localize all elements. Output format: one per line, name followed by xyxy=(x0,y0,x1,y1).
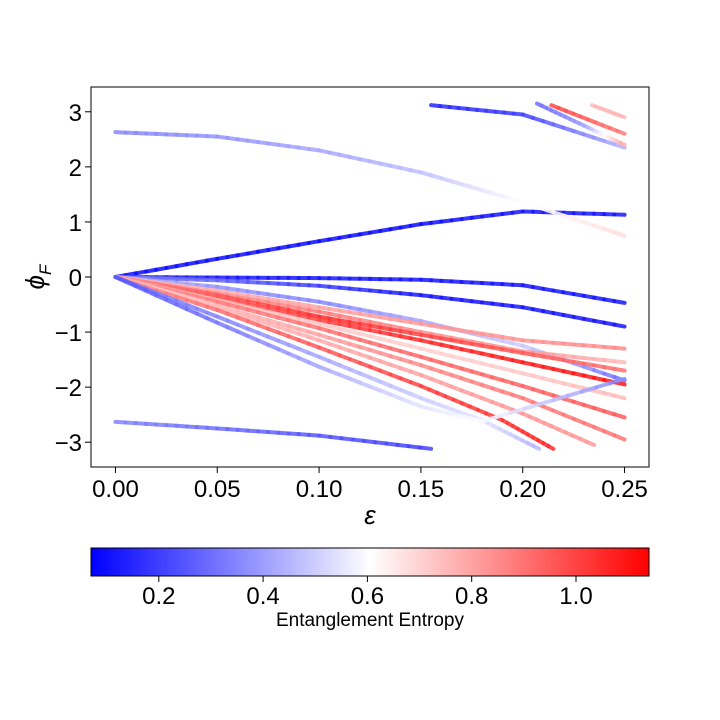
x-axis: 0.00 0.05 0.10 0.15 0.20 0.25 xyxy=(92,467,648,503)
x-tick-label: 0.05 xyxy=(194,476,241,503)
y-axis-label: ϕF xyxy=(20,263,55,289)
colorbar xyxy=(91,548,649,576)
series-segment xyxy=(617,131,624,134)
series-segment xyxy=(620,143,624,145)
series-segment xyxy=(568,392,582,396)
series-segment xyxy=(587,442,594,445)
colorbar-tick-label: 0.6 xyxy=(351,583,384,610)
series-segment xyxy=(596,383,610,387)
x-tick-label: 0.10 xyxy=(296,476,343,503)
series-segment xyxy=(614,361,624,362)
series-curve xyxy=(115,211,624,277)
y-tick-label: 2 xyxy=(69,155,82,182)
series-curve xyxy=(431,105,624,147)
y-axis-label-symbol: ϕ xyxy=(20,275,50,289)
series-segment xyxy=(621,116,624,117)
colorbar-tick-label: 0.8 xyxy=(455,583,488,610)
x-tick-label: 0.00 xyxy=(92,476,139,503)
series-segment xyxy=(420,448,431,449)
series-segment xyxy=(614,348,624,349)
series-segment xyxy=(614,325,624,327)
series-layer xyxy=(115,104,624,449)
series-curve xyxy=(115,132,624,236)
x-tick-label: 0.20 xyxy=(499,476,546,503)
y-tick-label: −2 xyxy=(55,375,82,402)
series-segment xyxy=(614,414,624,417)
series-segment xyxy=(614,369,624,371)
series-segment xyxy=(614,435,624,439)
colorbar-ticks: 0.2 0.4 0.6 0.8 1.0 xyxy=(142,576,593,610)
colorbar-tick-label: 0.4 xyxy=(246,583,279,610)
y-tick-label: −3 xyxy=(55,430,82,457)
series-segment xyxy=(482,417,496,421)
series-curve xyxy=(115,422,431,449)
series-segment xyxy=(614,232,624,235)
colorbar-label: Entanglement Entropy xyxy=(276,610,465,631)
series-segment xyxy=(533,446,539,449)
series-segment xyxy=(614,396,624,398)
colorbar-tick-label: 1.0 xyxy=(559,583,592,610)
y-tick-label: 3 xyxy=(69,100,82,127)
series-segment xyxy=(614,301,624,303)
series-segment xyxy=(548,446,553,449)
series-segment xyxy=(496,413,510,417)
x-tick-label: 0.25 xyxy=(601,476,648,503)
colorbar-tick-label: 0.2 xyxy=(142,583,175,610)
x-axis-label: ε xyxy=(364,500,376,530)
series-segment xyxy=(539,400,553,404)
series-segment xyxy=(525,404,539,408)
y-tick-label: −1 xyxy=(55,320,82,347)
y-tick-label: 0 xyxy=(69,265,82,292)
y-axis: 3 2 1 0 −1 −2 −3 xyxy=(55,100,91,457)
y-tick-label: 1 xyxy=(69,210,82,237)
series-curve xyxy=(592,105,625,117)
y-axis-label-subscript: F xyxy=(36,263,55,275)
x-tick-label: 0.15 xyxy=(398,476,445,503)
